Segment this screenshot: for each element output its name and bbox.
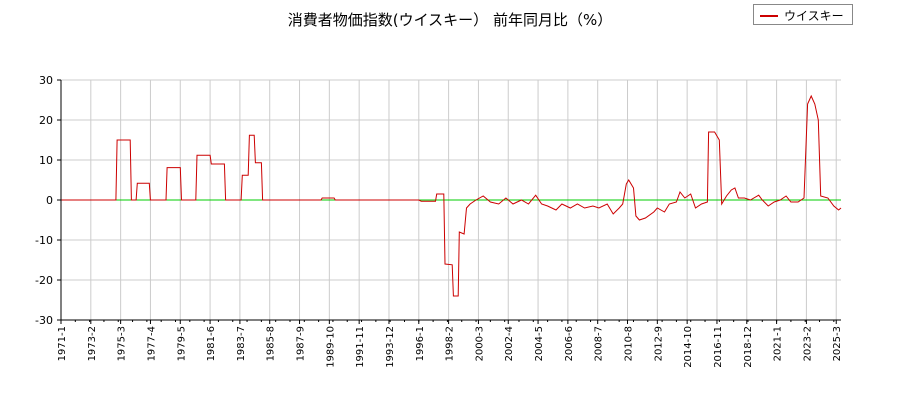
x-tick-label: 1993-12 [385,326,396,368]
x-tick-label: 1975-3 [117,326,128,361]
x-tick-label: 1987-9 [296,326,307,361]
x-tick-label: 2004-5 [534,326,545,361]
chart-title: 消費者物価指数(ウイスキー） 前年同月比（%） [287,11,613,29]
x-tick-label: 1991-11 [355,326,366,368]
x-tick-label: 2012-9 [653,326,664,361]
x-tick-label: 1996-1 [415,326,426,361]
x-axis: 1971-1 1973-2 1975-3 1977-4 1979-5 1981-6 1983… [57,320,843,368]
x-tick-label: 1971-1 [57,326,68,361]
x-tick-label: 1989-10 [325,326,336,368]
y-tick-label: -10 [35,234,53,247]
x-tick-label: 1985-8 [266,326,277,361]
x-tick-label: 2025-3 [832,326,843,361]
series-group [61,94,842,297]
y-tick-label: 10 [39,154,53,167]
y-axis: -30 -20 -10 0 10 20 30 [35,74,61,327]
x-tick-label: 2002-4 [504,326,515,361]
legend-series-label: ウイスキー [784,9,844,23]
x-tick-label: 2023-2 [802,326,813,361]
legend-series-swatch [760,15,778,17]
x-tick-label: 1977-4 [146,326,157,361]
x-tick-label: 2008-7 [594,326,605,361]
y-tick-label: 30 [39,74,53,87]
x-tick-label: 2006-6 [564,326,575,361]
x-tick-label: 2014-10 [683,326,694,368]
y-tick-label: 20 [39,114,53,127]
x-tick-label: 1981-6 [206,326,217,361]
x-tick-label: 1973-2 [87,326,98,361]
x-tick-label: 2018-12 [743,326,754,368]
y-tick-label: 0 [46,194,53,207]
x-tick-label: 2010-8 [624,326,635,361]
x-tick-label: 1979-5 [176,326,187,361]
x-tick-label: 2016-11 [713,326,724,368]
x-tick-label: 2021-1 [773,326,784,361]
series-line [61,94,842,297]
x-tick-label: 2000-3 [474,326,485,361]
x-tick-label: 1983-7 [236,326,247,361]
y-tick-label: -20 [35,274,53,287]
legend: ウイスキー [753,4,853,25]
y-tick-label: -30 [35,314,53,327]
x-tick-label: 1998-2 [445,326,456,361]
